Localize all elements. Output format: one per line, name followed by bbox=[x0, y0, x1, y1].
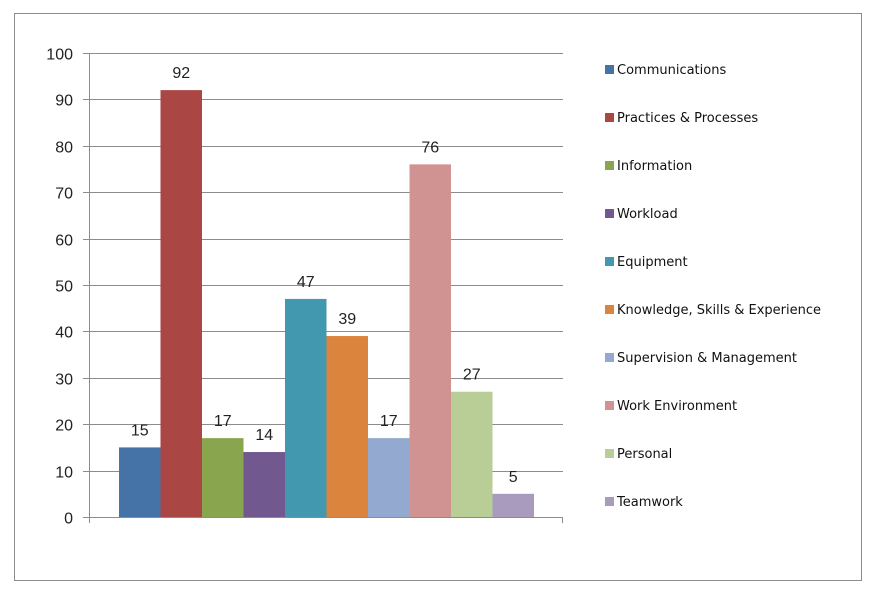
legend: Communications Practices & Processes Infor… bbox=[605, 63, 821, 510]
data-label: 5 bbox=[509, 469, 518, 486]
y-tick-labels: 0 10 20 30 40 50 60 70 80 90 100 bbox=[46, 47, 73, 528]
y-tick-label: 0 bbox=[64, 511, 73, 528]
data-label: 47 bbox=[297, 274, 315, 291]
data-label: 15 bbox=[131, 422, 149, 439]
y-tick-label: 60 bbox=[55, 233, 73, 250]
data-label: 27 bbox=[463, 367, 481, 384]
legend-label: Supervision & Management bbox=[617, 351, 797, 366]
y-tick-label: 70 bbox=[55, 186, 73, 203]
data-label: 39 bbox=[338, 311, 356, 328]
legend-swatch bbox=[605, 209, 614, 218]
data-labels: 15 92 17 14 47 39 17 76 27 5 bbox=[131, 65, 518, 486]
bar bbox=[368, 438, 410, 517]
y-tick-label: 40 bbox=[55, 325, 73, 342]
y-tick-label: 50 bbox=[55, 279, 73, 296]
bar bbox=[160, 90, 202, 518]
legend-label: Work Environment bbox=[617, 399, 737, 414]
legend-label: Communications bbox=[617, 63, 726, 78]
legend-swatch bbox=[605, 113, 614, 122]
bar bbox=[326, 336, 368, 517]
legend-label: Knowledge, Skills & Experience bbox=[617, 303, 821, 318]
legend-label: Teamwork bbox=[616, 495, 683, 510]
legend-swatch bbox=[605, 161, 614, 170]
legend-swatch bbox=[605, 401, 614, 410]
bars bbox=[119, 90, 534, 518]
y-tick-label: 10 bbox=[55, 465, 73, 482]
data-label: 14 bbox=[255, 427, 273, 444]
axes bbox=[83, 53, 563, 523]
legend-label: Workload bbox=[617, 207, 678, 222]
legend-label: Information bbox=[617, 159, 692, 174]
data-label: 92 bbox=[172, 65, 190, 82]
legend-swatch bbox=[605, 305, 614, 314]
chart-frame: 0 10 20 30 40 50 60 70 80 90 100 15 92 17 14 47 39 17 76 2… bbox=[14, 13, 862, 581]
legend-label: Equipment bbox=[617, 255, 688, 270]
bar bbox=[492, 493, 534, 517]
legend-swatch bbox=[605, 497, 614, 506]
bar-chart: 0 10 20 30 40 50 60 70 80 90 100 15 92 17 14 47 39 17 76 2… bbox=[46, 47, 821, 528]
y-tick-label: 30 bbox=[55, 372, 73, 389]
y-tick-label: 90 bbox=[55, 93, 73, 110]
bar bbox=[202, 438, 244, 517]
data-label: 76 bbox=[421, 139, 439, 156]
legend-swatch bbox=[605, 353, 614, 362]
legend-label: Practices & Processes bbox=[617, 111, 758, 126]
legend-swatch bbox=[605, 65, 614, 74]
bar bbox=[243, 452, 285, 517]
data-label: 17 bbox=[380, 413, 398, 430]
bar bbox=[409, 164, 451, 518]
bar bbox=[285, 298, 327, 517]
bar bbox=[451, 391, 493, 517]
data-label: 17 bbox=[214, 413, 232, 430]
legend-swatch bbox=[605, 257, 614, 266]
y-tick-label: 20 bbox=[55, 418, 73, 435]
y-tick-label: 100 bbox=[46, 47, 73, 64]
legend-label: Personal bbox=[617, 447, 672, 462]
bar bbox=[119, 447, 161, 517]
legend-swatch bbox=[605, 449, 614, 458]
y-tick-label: 80 bbox=[55, 140, 73, 157]
